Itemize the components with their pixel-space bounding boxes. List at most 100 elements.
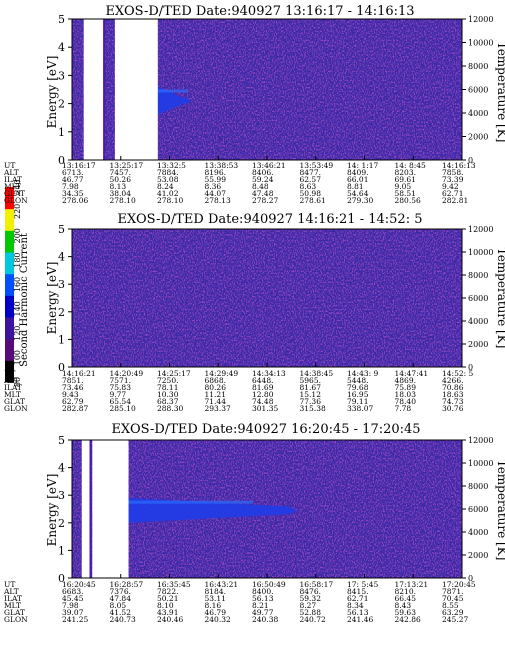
panel-3-temperature-ticks: 0 2000 4000 6000 8000 10000 12000 bbox=[462, 436, 493, 583]
energy-tick-label: 4 bbox=[58, 462, 65, 475]
temperature-tick-label: 0 bbox=[468, 574, 473, 583]
data-gap bbox=[114, 19, 158, 160]
orbit-value: 8476. bbox=[300, 587, 321, 596]
spectrogram-texture bbox=[72, 229, 462, 367]
orbit-value: 8.27 bbox=[300, 601, 317, 610]
colorbar-tick-label: 120 bbox=[13, 326, 22, 341]
orbit-value: 240.73 bbox=[110, 615, 136, 624]
orbit-row-label: GLON bbox=[4, 196, 28, 205]
orbit-value: 7822. bbox=[157, 587, 178, 596]
orbit-value: 74.48 bbox=[252, 397, 274, 406]
orbit-value: 14:16:21 bbox=[62, 369, 96, 378]
orbit-value: 8.16 bbox=[205, 601, 222, 610]
orbit-value: 279.30 bbox=[347, 196, 373, 205]
orbit-row-label: GLAT bbox=[4, 397, 25, 406]
temperature-tick-label: 6000 bbox=[468, 294, 488, 303]
energy-tick-label: 1 bbox=[58, 544, 65, 557]
colorbar: 80 100 120 140 160 180 200 220 240 Second Harmon… bbox=[5, 179, 30, 387]
orbit-value: 293.37 bbox=[205, 404, 231, 413]
orbit-value: 17:20:45 bbox=[442, 580, 476, 589]
energy-tick-label: 5 bbox=[58, 223, 65, 236]
orbit-value: 54.64 bbox=[347, 189, 369, 198]
orbit-value: 13:16:17 bbox=[62, 161, 96, 170]
orbit-value: 10.30 bbox=[157, 390, 179, 399]
colorbar-tick-label: 240 bbox=[13, 179, 22, 194]
orbit-value: 16.95 bbox=[347, 390, 369, 399]
orbit-value: 14:47:41 bbox=[395, 369, 429, 378]
orbit-value: 18.03 bbox=[395, 390, 417, 399]
orbit-value: 52.88 bbox=[300, 608, 322, 617]
orbit-row-label: UT bbox=[4, 161, 15, 170]
data-gap-edge bbox=[89, 440, 92, 578]
orbit-value: 46.77 bbox=[62, 175, 84, 184]
colorbar-swatch bbox=[5, 295, 14, 318]
colorbar-label: Second Harmonic Current bbox=[19, 233, 30, 367]
orbit-value: 7858. bbox=[442, 168, 463, 177]
orbit-row-label: GLON bbox=[4, 615, 28, 624]
orbit-value: 41.02 bbox=[157, 189, 179, 198]
orbit-value: 47.48 bbox=[252, 189, 274, 198]
orbit-value: 80.26 bbox=[205, 383, 227, 392]
orbit-value: 8.24 bbox=[157, 182, 174, 191]
colorbar-swatch bbox=[5, 187, 14, 210]
energy-tick-label: 2 bbox=[58, 306, 65, 319]
orbit-value: 13:53:49 bbox=[300, 161, 334, 170]
orbit-value: 7871. bbox=[442, 587, 463, 596]
colorbar-tick-labels: 80 100 120 140 160 180 200 220 240 bbox=[13, 179, 22, 387]
energy-tick-label: 3 bbox=[58, 489, 65, 502]
orbit-value: 241.46 bbox=[347, 615, 373, 624]
colorbar-swatch bbox=[5, 273, 14, 296]
temperature-tick-label: 6000 bbox=[468, 505, 488, 514]
orbit-value: 7571. bbox=[110, 376, 131, 385]
panel-1-title: EXOS-D/TED Date:940927 13:16:17 - 14:16:… bbox=[105, 4, 414, 19]
orbit-value: 6713. bbox=[62, 168, 83, 177]
orbit-value: 13:32:5 bbox=[157, 161, 186, 170]
orbit-value: 81.67 bbox=[300, 383, 322, 392]
panel-2-plot-area bbox=[71, 228, 463, 368]
orbit-value: 13:25:17 bbox=[110, 161, 144, 170]
colorbar-swatch bbox=[5, 317, 14, 340]
energy-enhancement-band bbox=[157, 86, 191, 115]
temperature-tick-label: 4000 bbox=[468, 109, 488, 118]
orbit-value: 50.26 bbox=[110, 175, 132, 184]
energy-tick-label: 1 bbox=[58, 126, 65, 139]
orbit-value: 63.29 bbox=[442, 608, 464, 617]
orbit-row-label: ALT bbox=[3, 376, 19, 385]
orbit-value: 8.63 bbox=[300, 182, 317, 191]
orbit-value: 14:52: 5 bbox=[442, 369, 474, 378]
orbit-value: 8.81 bbox=[347, 182, 364, 191]
temperature-tick-label: 2000 bbox=[468, 133, 488, 142]
temperature-tick-label: 8000 bbox=[468, 62, 488, 71]
colorbar-tick-label: 220 bbox=[13, 204, 22, 219]
orbit-value: 16:28:57 bbox=[110, 580, 144, 589]
orbit-value: 78.40 bbox=[395, 397, 417, 406]
temperature-tick-label: 12000 bbox=[468, 15, 493, 24]
colorbar-swatch bbox=[5, 252, 14, 275]
orbit-value: 8184. bbox=[205, 587, 226, 596]
orbit-value: 53.08 bbox=[157, 175, 179, 184]
spectrogram-panel-3: EXOS-D/TED Date:940927 16:20:45 - 17:20:… bbox=[3, 422, 505, 624]
panel-1-plot-area bbox=[71, 18, 463, 161]
spectrogram-panel-2: EXOS-D/TED Date:940927 14:16:21 - 14:52:… bbox=[3, 212, 505, 413]
data-gap-edge bbox=[103, 19, 106, 160]
orbit-value: 8.05 bbox=[110, 601, 127, 610]
orbit-value: 13:38:53 bbox=[205, 161, 239, 170]
orbit-value: 282.87 bbox=[62, 404, 88, 413]
orbit-row-label: MLT bbox=[4, 390, 21, 399]
orbit-value: 7457. bbox=[110, 168, 131, 177]
orbit-row-label: GLAT bbox=[4, 189, 25, 198]
orbit-value: 43.91 bbox=[157, 608, 178, 617]
panel-1-energy-ticks: 0 1 2 3 4 5 bbox=[58, 13, 72, 167]
orbit-value: 34.35 bbox=[62, 189, 84, 198]
orbit-value: 71.44 bbox=[205, 397, 227, 406]
orbit-value: 288.30 bbox=[157, 404, 183, 413]
orbit-row-label: ILAT bbox=[4, 175, 22, 184]
orbit-value: 280.56 bbox=[395, 196, 421, 205]
temperature-tick-label: 4000 bbox=[468, 317, 488, 326]
panel-3-right-axis-label: Temperature [K] bbox=[495, 460, 505, 561]
orbit-value: 58.51 bbox=[395, 189, 416, 198]
orbit-value: 9.43 bbox=[62, 390, 79, 399]
orbit-value: 14: 8:45 bbox=[395, 161, 427, 170]
orbit-value: 7.98 bbox=[62, 182, 79, 191]
